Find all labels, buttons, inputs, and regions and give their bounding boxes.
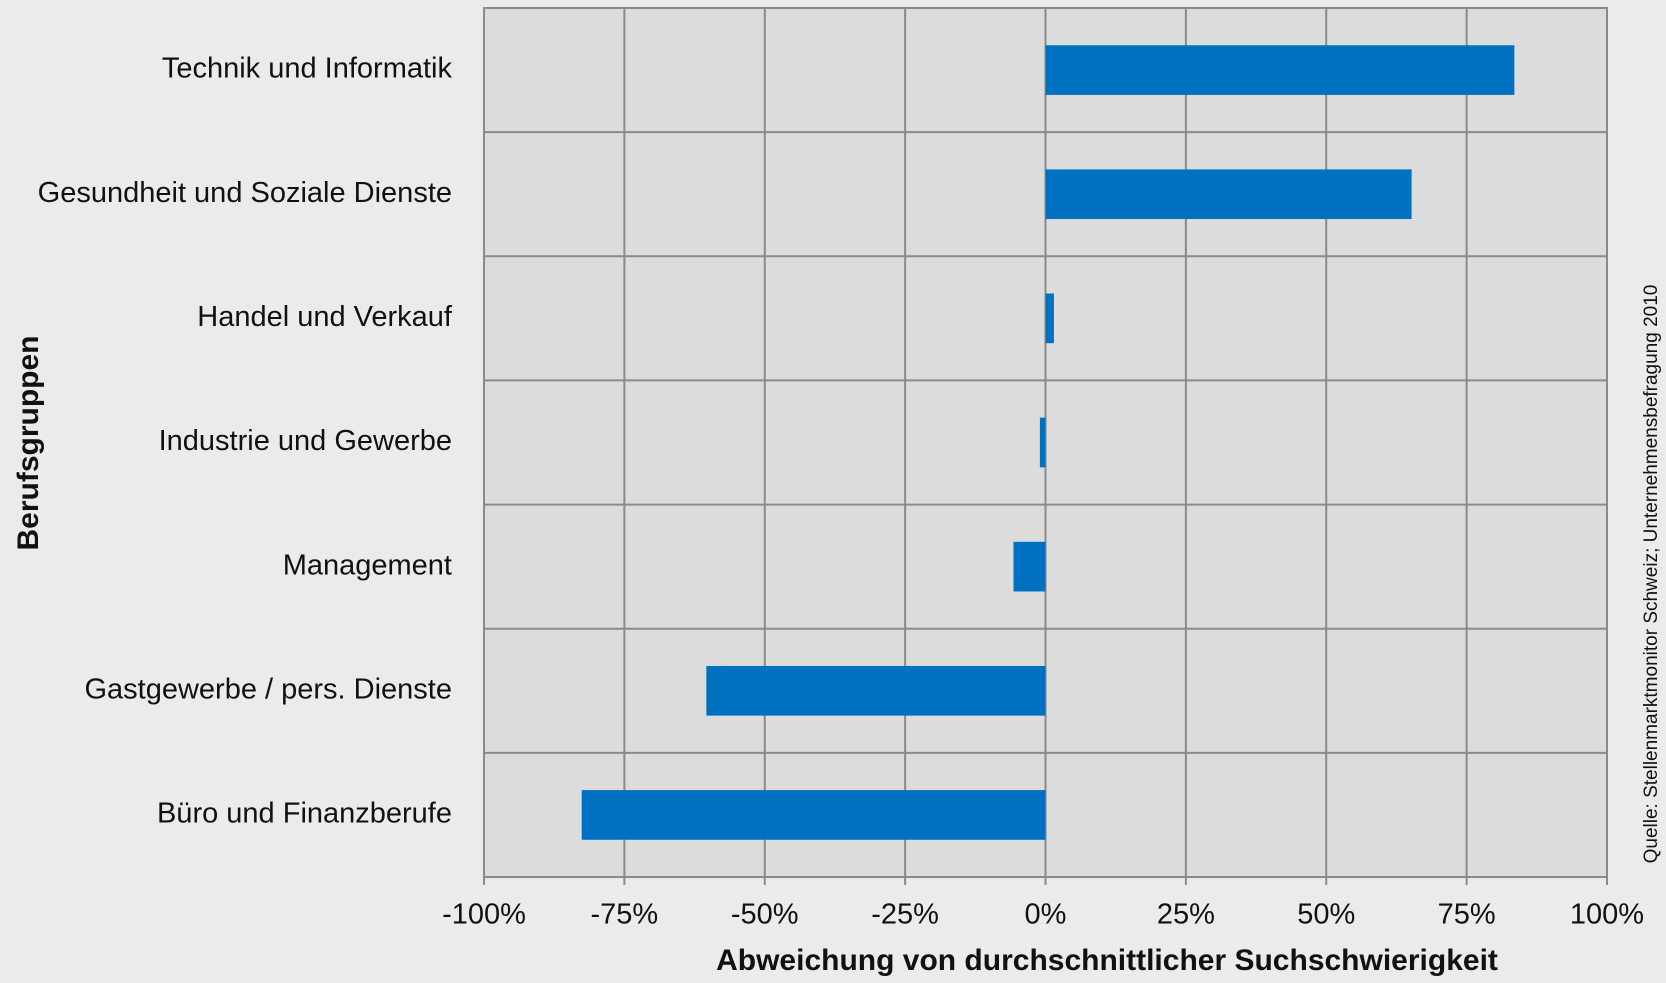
y-tick-label: Handel und Verkauf — [197, 301, 453, 333]
x-tick-label: 50% — [1297, 899, 1355, 931]
x-tick-label: -100% — [442, 899, 526, 931]
y-tick-label: Gastgewerbe / pers. Dienste — [84, 673, 452, 705]
x-tick-label: 75% — [1438, 899, 1496, 931]
bar — [1045, 45, 1515, 95]
y-tick-label: Büro und Finanzberufe — [157, 798, 452, 830]
plot-border — [483, 7, 1608, 878]
bar — [1039, 417, 1046, 468]
x-tick-label: -25% — [871, 899, 939, 931]
bar — [581, 790, 1046, 840]
x-tick-label: -75% — [591, 899, 659, 931]
x-axis-title: Abweichung von durchschnittlicher Suchsc… — [716, 944, 1498, 977]
y-axis-title: Berufsgruppen — [12, 335, 45, 550]
bar — [706, 665, 1046, 716]
source-note: Quelle: Stellenmarktmonitor Schweiz; Unt… — [1641, 285, 1662, 864]
bar — [1045, 169, 1412, 220]
y-tick-label: Management — [283, 549, 452, 581]
x-tick-label: 25% — [1157, 899, 1215, 931]
bar — [1013, 541, 1046, 592]
x-tick-label: 0% — [1025, 899, 1067, 931]
y-tick-label: Gesundheit und Soziale Dienste — [38, 177, 452, 209]
y-tick-label: Technik und Informatik — [162, 53, 453, 85]
x-tick-label: -50% — [731, 899, 799, 931]
bar — [1045, 293, 1054, 344]
y-tick-label: Industrie und Gewerbe — [159, 425, 452, 457]
x-tick-label: 100% — [1570, 899, 1644, 931]
